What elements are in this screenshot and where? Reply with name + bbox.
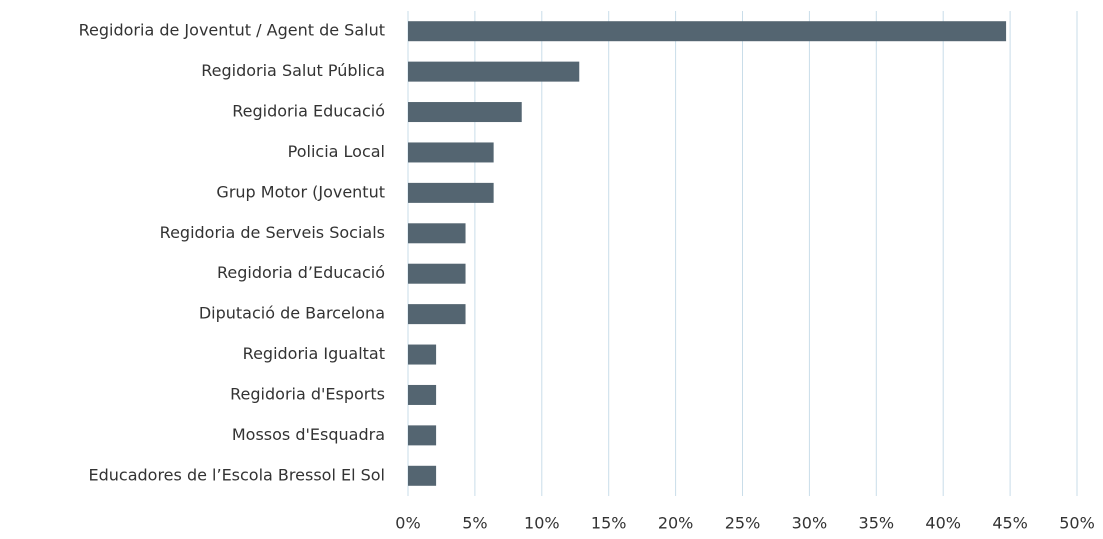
bar [408, 344, 437, 365]
x-tick-label: 15% [591, 514, 627, 533]
y-tick-label: Regidoria d’Educació [217, 263, 385, 282]
y-tick-label: Policia Local [288, 142, 385, 161]
y-tick-label: Regidoria d'Esports [230, 384, 385, 403]
y-tick-label: Regidoria Salut Pública [201, 61, 385, 80]
x-tick-label: 25% [725, 514, 761, 533]
bar [408, 384, 437, 405]
y-tick-label: Regidoria de Joventut / Agent de Salut [79, 21, 385, 40]
x-tick-label: 0% [395, 514, 420, 533]
bar [408, 465, 437, 486]
y-tick-label: Grup Motor (Joventut [216, 182, 385, 201]
y-tick-label: Mossos d'Esquadra [232, 425, 385, 444]
bar [408, 182, 494, 203]
bar [408, 142, 494, 163]
x-tick-label: 45% [992, 514, 1028, 533]
bar [408, 223, 466, 244]
bar [408, 263, 466, 284]
x-tick-label: 5% [462, 514, 487, 533]
y-tick-label: Educadores de l’Escola Bressol El Sol [89, 465, 386, 484]
x-tick-label: 50% [1059, 514, 1095, 533]
x-tick-label: 30% [792, 514, 828, 533]
bar [408, 61, 580, 82]
y-tick-label: Regidoria Igualtat [243, 344, 385, 363]
bar [408, 304, 466, 325]
x-tick-label: 10% [524, 514, 560, 533]
x-tick-label: 20% [658, 514, 694, 533]
bar [408, 102, 522, 123]
x-tick-label: 40% [925, 514, 961, 533]
bar [408, 21, 1007, 42]
y-tick-label: Diputació de Barcelona [199, 304, 385, 323]
x-tick-label: 35% [859, 514, 895, 533]
bar [408, 425, 437, 446]
y-tick-label: Regidoria de Serveis Socials [160, 223, 385, 242]
y-tick-label: Regidoria Educació [232, 102, 385, 121]
